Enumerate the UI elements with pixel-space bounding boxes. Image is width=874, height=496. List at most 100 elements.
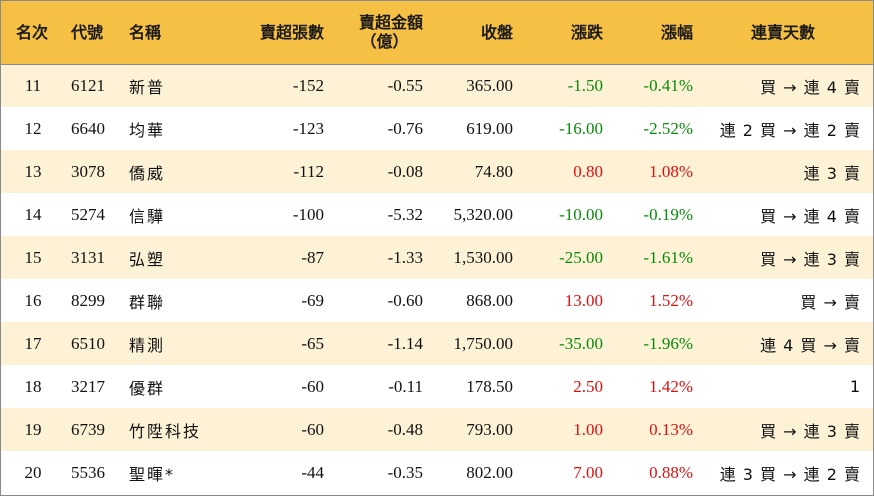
cell-name: 聖暉* (129, 464, 176, 484)
table-body: 11 6121 新普 -152 -0.55 365.00 -1.50 -0.41… (1, 64, 873, 494)
header-sell-amount-line1: 賣超金額 (358, 13, 423, 33)
cell-name: 均華 (129, 120, 166, 140)
header-change-pct: 漲幅 (603, 1, 693, 65)
cell-change: 0.80 (573, 161, 603, 181)
cell-close: 868.00 (466, 290, 513, 310)
cell-change-pct: -0.19% (643, 204, 693, 224)
cell-streak: 連 2 買 → 連 2 賣 (719, 120, 861, 140)
cell-change: -10.00 (559, 204, 603, 224)
cell-change-pct: 1.42% (649, 376, 693, 396)
cell-change-pct: 1.52% (649, 290, 693, 310)
cell-code: 6510 (71, 333, 105, 353)
table-row: 12 6640 均華 -123 -0.76 619.00 -16.00 -2.5… (1, 107, 873, 150)
table-row: 13 3078 僑威 -112 -0.08 74.80 0.80 1.08% 連… (1, 150, 873, 193)
table-row: 18 3217 優群 -60 -0.11 178.50 2.50 1.42% 1 (1, 365, 873, 408)
cell-change-pct: -1.96% (643, 333, 693, 353)
cell-streak: 買 → 賣 (800, 292, 861, 312)
cell-rank: 15 (24, 247, 42, 267)
cell-change: 13.00 (564, 290, 603, 310)
cell-streak: 1 (849, 377, 861, 396)
cell-streak: 連 3 賣 (803, 163, 861, 183)
cell-sell-lots: -152 (292, 75, 324, 95)
header-rank: 名次 (1, 1, 63, 65)
cell-change: -1.50 (567, 75, 603, 95)
cell-code: 6121 (71, 75, 105, 95)
cell-code: 5536 (71, 462, 105, 482)
table-row: 19 6739 竹陞科技 -60 -0.48 793.00 1.00 0.13%… (1, 408, 873, 451)
cell-code: 8299 (71, 290, 105, 310)
table-row: 16 8299 群聯 -69 -0.60 868.00 13.00 1.52% … (1, 279, 873, 322)
header-sell-amount: 賣超金額 （億） (324, 1, 423, 65)
cell-close: 802.00 (466, 462, 513, 482)
cell-close: 1,530.00 (453, 247, 514, 267)
cell-name: 信驊 (129, 206, 166, 226)
cell-name: 僑威 (129, 163, 166, 183)
cell-close: 619.00 (466, 118, 513, 138)
cell-sell-lots: -60 (301, 419, 324, 439)
cell-code: 5274 (71, 204, 105, 224)
table-header-row: 名次 代號 名稱 賣超張數 賣超金額 （億） 收盤 漲跌 漲幅 連賣天數 (1, 1, 873, 65)
table-row: 11 6121 新普 -152 -0.55 365.00 -1.50 -0.41… (1, 64, 873, 107)
cell-change-pct: -2.52% (643, 118, 693, 138)
table-row: 17 6510 精測 -65 -1.14 1,750.00 -35.00 -1.… (1, 322, 873, 365)
header-sell-lots: 賣超張數 (240, 1, 324, 65)
header-code: 代號 (63, 1, 125, 65)
cell-code: 3131 (71, 247, 105, 267)
cell-name: 群聯 (129, 292, 166, 312)
cell-rank: 17 (24, 333, 42, 353)
cell-name: 竹陞科技 (129, 421, 202, 441)
cell-change-pct: 1.08% (649, 161, 693, 181)
cell-streak: 連 4 買 → 賣 (760, 335, 861, 355)
table-row: 15 3131 弘塑 -87 -1.33 1,530.00 -25.00 -1.… (1, 236, 873, 279)
cell-sell-lots: -60 (301, 376, 324, 396)
cell-sell-lots: -123 (292, 118, 324, 138)
cell-rank: 18 (24, 376, 42, 396)
cell-streak: 買 → 連 4 賣 (760, 206, 861, 226)
cell-change: 2.50 (573, 376, 603, 396)
cell-rank: 19 (24, 419, 42, 439)
header-close: 收盤 (423, 1, 513, 65)
header-change: 漲跌 (513, 1, 603, 65)
cell-change: 7.00 (573, 462, 603, 482)
cell-change: -25.00 (559, 247, 603, 267)
cell-streak: 買 → 連 3 賣 (760, 421, 861, 441)
cell-sell-amount: -0.11 (388, 376, 423, 396)
cell-code: 6739 (71, 419, 105, 439)
cell-close: 1,750.00 (453, 333, 514, 353)
header-sell-amount-line2: （億） (360, 32, 409, 52)
cell-name: 優群 (129, 378, 166, 398)
cell-change: 1.00 (573, 419, 603, 439)
cell-sell-amount: -0.48 (387, 419, 423, 439)
cell-name: 精測 (129, 335, 166, 355)
cell-sell-lots: -65 (301, 333, 324, 353)
header-name: 名稱 (125, 1, 240, 65)
cell-close: 74.80 (474, 161, 513, 181)
cell-sell-amount: -0.76 (387, 118, 423, 138)
cell-rank: 14 (24, 204, 42, 224)
cell-close: 5,320.00 (453, 204, 514, 224)
cell-close: 793.00 (466, 419, 513, 439)
cell-close: 178.50 (466, 376, 513, 396)
cell-rank: 11 (24, 75, 42, 95)
cell-change-pct: 0.13% (649, 419, 693, 439)
cell-change-pct: -0.41% (643, 75, 693, 95)
cell-rank: 16 (24, 290, 42, 310)
cell-sell-amount: -5.32 (387, 204, 423, 224)
cell-sell-amount: -0.08 (387, 161, 423, 181)
cell-sell-lots: -112 (293, 161, 324, 181)
cell-close: 365.00 (466, 75, 513, 95)
cell-name: 弘塑 (129, 249, 166, 269)
cell-name: 新普 (129, 77, 166, 97)
cell-code: 6640 (71, 118, 105, 138)
cell-rank: 13 (24, 161, 42, 181)
cell-sell-lots: -44 (301, 462, 324, 482)
cell-rank: 20 (24, 462, 42, 482)
cell-streak: 買 → 連 3 賣 (760, 249, 861, 269)
table-row: 20 5536 聖暉* -44 -0.35 802.00 7.00 0.88% … (1, 451, 873, 494)
cell-code: 3217 (71, 376, 105, 396)
cell-change-pct: 0.88% (649, 462, 693, 482)
cell-sell-amount: -1.33 (387, 247, 423, 267)
cell-streak: 連 3 買 → 連 2 賣 (719, 464, 861, 484)
